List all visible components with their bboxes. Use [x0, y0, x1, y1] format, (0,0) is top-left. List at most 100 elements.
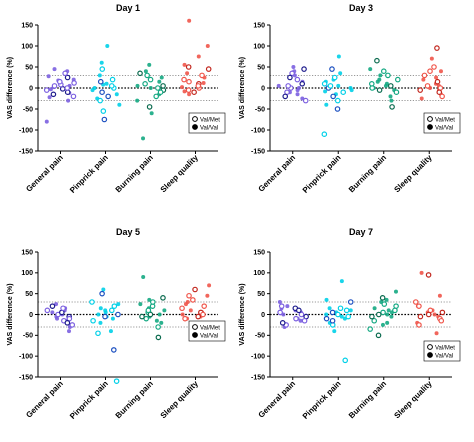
- data-point-valmet: [109, 76, 116, 83]
- data-point-valmet: [417, 313, 424, 320]
- data-point-valmet: [108, 83, 115, 89]
- y-tick-label: 50: [25, 64, 33, 71]
- data-point-valmet: [191, 89, 197, 96]
- data-point-valmet: [64, 85, 71, 91]
- data-point-valmet: [375, 311, 382, 318]
- data-point-valmet: [186, 292, 192, 299]
- data-point-valmet: [416, 303, 422, 309]
- chart-panel-1: Day 1 VAS difference (%) -150 -100 -50 0 50 100…: [7, 3, 226, 195]
- data-point-valmet: [337, 305, 344, 312]
- data-point-valval: [185, 300, 190, 304]
- data-point-valval: [101, 287, 106, 292]
- data-point-valval: [159, 75, 164, 80]
- data-point-valval: [419, 270, 424, 275]
- data-point-valmet: [380, 309, 386, 316]
- data-point-valval: [438, 69, 443, 74]
- data-point-valmet: [200, 311, 206, 318]
- data-point-valval: [295, 92, 300, 97]
- legend: Val/Met Val/Val: [188, 320, 226, 342]
- y-tick-label: -100: [251, 127, 265, 134]
- data-point-valval: [114, 92, 119, 97]
- data-point-valmet: [380, 68, 387, 75]
- data-point-valmet: [412, 299, 419, 305]
- y-axis-label: VAS difference (%): [239, 283, 246, 345]
- data-point-valval: [96, 312, 101, 317]
- data-point-valval: [108, 329, 113, 334]
- data-point-valmet: [97, 97, 103, 104]
- data-point-valval: [368, 67, 373, 72]
- data-point-valmet: [137, 70, 143, 77]
- data-point-valval: [116, 302, 121, 307]
- data-point-valmet: [97, 78, 104, 85]
- legend: Val/Met Val/Val: [188, 112, 226, 134]
- legend-filled-circle-icon: [427, 124, 433, 130]
- data-point-valmet: [195, 313, 201, 320]
- data-point-valval: [104, 81, 109, 86]
- legend-filled-circle-icon: [192, 124, 198, 130]
- data-point-valval: [117, 102, 122, 107]
- data-point-valval: [148, 86, 153, 90]
- legend: Val/Met Val/Val: [423, 112, 461, 134]
- data-point-valmet: [108, 307, 115, 314]
- data-point-valmet: [111, 303, 118, 309]
- data-point-valval: [323, 89, 328, 94]
- y-tick-label: -100: [19, 354, 33, 361]
- data-point-valval: [147, 62, 152, 67]
- data-point-valval: [54, 302, 59, 307]
- data-point-valmet: [277, 309, 283, 316]
- data-point-valmet: [301, 317, 308, 324]
- data-point-valmet: [335, 311, 341, 318]
- y-axis-label: VAS difference (%): [239, 57, 246, 119]
- data-point-valval: [380, 322, 385, 327]
- data-point-valmet: [155, 324, 161, 330]
- data-point-valmet: [102, 313, 108, 320]
- data-point-valmet: [323, 315, 330, 322]
- data-point-valmet: [113, 378, 120, 384]
- data-point-valmet: [51, 83, 58, 89]
- data-point-valmet: [101, 116, 108, 123]
- y-tick-label: 50: [257, 64, 265, 71]
- x-tick-label: General pain: [257, 379, 298, 420]
- data-point-valval: [378, 73, 383, 78]
- data-point-valval: [419, 96, 424, 101]
- y-tick-label: 100: [21, 270, 33, 277]
- data-point-valmet: [142, 81, 148, 87]
- y-tick-label: 100: [253, 43, 265, 50]
- data-point-valmet: [385, 72, 391, 79]
- data-point-valmet: [145, 307, 152, 314]
- data-point-valval: [67, 329, 72, 334]
- data-point-valmet: [153, 93, 160, 100]
- legend-label: Val/Val: [435, 125, 453, 131]
- data-point-valmet: [70, 93, 77, 100]
- data-point-valmet: [185, 64, 192, 70]
- data-point-valmet: [298, 311, 305, 318]
- data-point-valmet: [179, 305, 185, 312]
- x-tick-label: Burning pain: [114, 379, 155, 420]
- data-point-valval: [388, 94, 393, 99]
- data-point-valval: [180, 312, 185, 317]
- data-point-valmet: [394, 76, 401, 83]
- data-point-valmet: [160, 295, 166, 301]
- y-tick-label: -50: [255, 333, 265, 340]
- chart-title: Day 7: [349, 227, 373, 237]
- data-point-valval: [276, 83, 281, 88]
- data-point-valval: [182, 89, 187, 94]
- data-point-valmet: [144, 72, 150, 79]
- data-point-valmet: [69, 322, 76, 328]
- data-point-valmet: [367, 326, 373, 332]
- data-point-valmet: [157, 89, 164, 96]
- data-point-valmet: [99, 66, 106, 72]
- data-point-valmet: [199, 72, 205, 79]
- data-point-valmet: [143, 315, 150, 322]
- data-point-valmet: [329, 309, 336, 316]
- legend-box: [423, 112, 461, 134]
- data-point-valmet: [392, 307, 398, 314]
- data-point-valmet: [57, 78, 63, 85]
- data-point-valval: [97, 73, 102, 78]
- data-point-valval: [205, 293, 210, 298]
- data-point-valmet: [334, 106, 341, 112]
- data-point-valval: [48, 87, 53, 92]
- data-point-valmet: [155, 85, 161, 91]
- data-point-valval: [50, 310, 55, 315]
